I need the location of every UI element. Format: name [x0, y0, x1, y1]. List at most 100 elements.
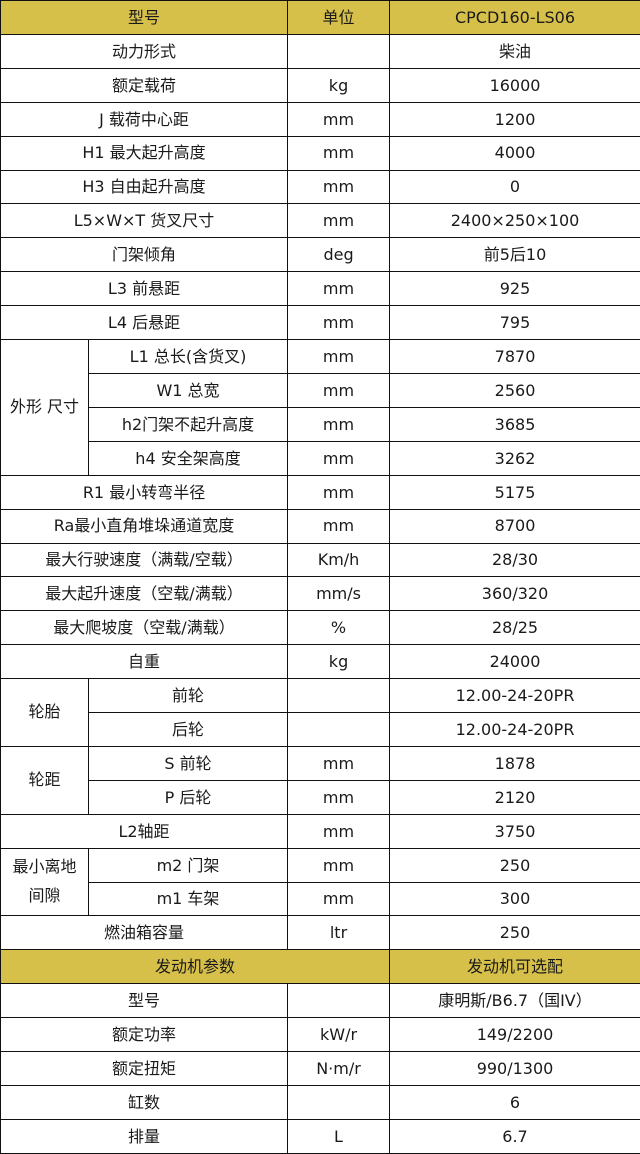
spec-value: 1200	[389, 101, 640, 137]
spec-label: 最大爬坡度（空载/满载）	[0, 610, 289, 646]
table-row: 轮胎 前轮 12.00-24-20PR	[0, 678, 640, 747]
spec-label: 额定扭矩	[0, 1051, 289, 1086]
spec-unit: mm	[287, 440, 391, 476]
spec-value: 250	[389, 847, 640, 883]
group-label: 最小离地 间隙	[0, 847, 89, 917]
spec-value: 28/25	[389, 610, 640, 646]
engine-header-value: 发动机可选配	[389, 949, 640, 985]
spec-label: 缸数	[0, 1085, 289, 1120]
table-row: 门架倾角 deg 前5后10	[0, 237, 640, 273]
spec-label: L2轴距	[0, 813, 289, 849]
spec-unit: mm	[287, 339, 391, 374]
spec-label: H3 自由起升高度	[0, 169, 289, 205]
table-row: h2门架不起升高度 mm 3685	[1, 406, 640, 442]
spec-unit	[287, 678, 391, 714]
table-row: m1 车架 mm 300	[1, 881, 640, 917]
spec-label: m2 门架	[87, 847, 289, 883]
spec-unit: mm	[287, 169, 391, 205]
spec-value: 3685	[389, 406, 640, 442]
spec-unit: mm	[287, 305, 391, 341]
spec-unit	[287, 712, 391, 747]
spec-value: 7870	[389, 339, 640, 374]
spec-label: 燃油箱容量	[0, 915, 289, 951]
spec-value: 16000	[389, 67, 640, 103]
spec-label: 自重	[0, 644, 289, 680]
table-row: 额定功率 kW/r 149/2200	[0, 1017, 640, 1053]
spec-value: 4000	[389, 135, 640, 171]
spec-label: 额定功率	[0, 1017, 289, 1053]
spec-label: S 前轮	[87, 745, 289, 781]
spec-value: 925	[389, 271, 640, 307]
spec-label: h4 安全架高度	[87, 440, 289, 476]
table-row: 燃油箱容量 ltr 250	[0, 915, 640, 951]
spec-unit: mm	[287, 779, 391, 815]
spec-label: m1 车架	[87, 881, 289, 917]
spec-value: 2400×250×100	[389, 203, 640, 239]
spec-unit: %	[287, 610, 391, 646]
spec-label: 动力形式	[0, 33, 289, 69]
engine-header-label: 发动机参数	[0, 949, 391, 985]
table-row: 后轮 12.00-24-20PR	[1, 712, 640, 747]
engine-header-row: 发动机参数 发动机可选配	[0, 949, 640, 985]
spec-value: 前5后10	[389, 237, 640, 273]
spec-value: 0	[389, 169, 640, 205]
spec-label: J 载荷中心距	[0, 101, 289, 137]
spec-value: 24000	[389, 644, 640, 680]
spec-unit: kg	[287, 644, 391, 680]
spec-label: 排量	[0, 1118, 289, 1154]
spec-unit: mm	[287, 271, 391, 307]
spec-label: L3 前悬距	[0, 271, 289, 307]
spec-value: 2560	[389, 372, 640, 408]
table-row: 排量 L 6.7	[0, 1118, 640, 1154]
table-row: Ra最小直角堆垛通道宽度 mm 8700	[0, 508, 640, 544]
spec-label: H1 最大起升高度	[0, 135, 289, 171]
spec-label: h2门架不起升高度	[87, 406, 289, 442]
spec-value: 300	[389, 881, 640, 917]
spec-value: 12.00-24-20PR	[389, 678, 640, 714]
spec-value: 2120	[389, 779, 640, 815]
spec-value: 149/2200	[389, 1017, 640, 1053]
table-row: L5×W×T 货叉尺寸 mm 2400×250×100	[0, 203, 640, 239]
spec-label: W1 总宽	[87, 372, 289, 408]
spec-unit: kW/r	[287, 1017, 391, 1053]
spec-unit	[287, 33, 391, 69]
spec-unit	[287, 983, 391, 1019]
header-model-value: CPCD160-LS06	[389, 0, 640, 35]
spec-unit: deg	[287, 237, 391, 273]
spec-value: 28/30	[389, 542, 640, 578]
spec-label: L1 总长(含货叉)	[87, 339, 289, 374]
table-row: 动力形式 柴油	[0, 33, 640, 69]
header-row: 型号 单位 CPCD160-LS06	[0, 0, 640, 35]
spec-unit: mm	[287, 847, 391, 883]
spec-value: 5175	[389, 474, 640, 510]
table-row: 缸数 6	[0, 1085, 640, 1120]
spec-label: 最大行驶速度（满载/空载）	[0, 542, 289, 578]
spec-unit: L	[287, 1118, 391, 1154]
table-row: 自重 kg 24000	[0, 644, 640, 680]
spec-label: 额定载荷	[0, 67, 289, 103]
spec-unit	[287, 1085, 391, 1120]
table-row: 型号 康明斯/B6.7（国IV）	[0, 983, 640, 1019]
spec-unit: mm	[287, 406, 391, 442]
table-row: 额定载荷 kg 16000	[0, 67, 640, 103]
table-row: L3 前悬距 mm 925	[0, 271, 640, 307]
table-row: 外形 尺寸 L1 总长(含货叉) mm 7870	[0, 339, 640, 476]
group-label: 外形 尺寸	[0, 339, 89, 476]
spec-value: 1878	[389, 745, 640, 781]
spec-value: 康明斯/B6.7（国IV）	[389, 983, 640, 1019]
spec-value: 3262	[389, 440, 640, 476]
spec-label: Ra最小直角堆垛通道宽度	[0, 508, 289, 544]
table-row: H1 最大起升高度 mm 4000	[0, 135, 640, 171]
spec-unit: Km/h	[287, 542, 391, 578]
table-row: h4 安全架高度 mm 3262	[1, 440, 640, 476]
spec-value: 8700	[389, 508, 640, 544]
spec-unit: N·m/r	[287, 1051, 391, 1086]
header-unit-label: 单位	[287, 0, 391, 35]
table-row: J 载荷中心距 mm 1200	[0, 101, 640, 137]
table-row: L4 后悬距 mm 795	[0, 305, 640, 341]
spec-label: 后轮	[87, 712, 289, 747]
spec-unit: mm	[287, 881, 391, 917]
spec-label: L4 后悬距	[0, 305, 289, 341]
spec-unit: mm	[287, 474, 391, 510]
